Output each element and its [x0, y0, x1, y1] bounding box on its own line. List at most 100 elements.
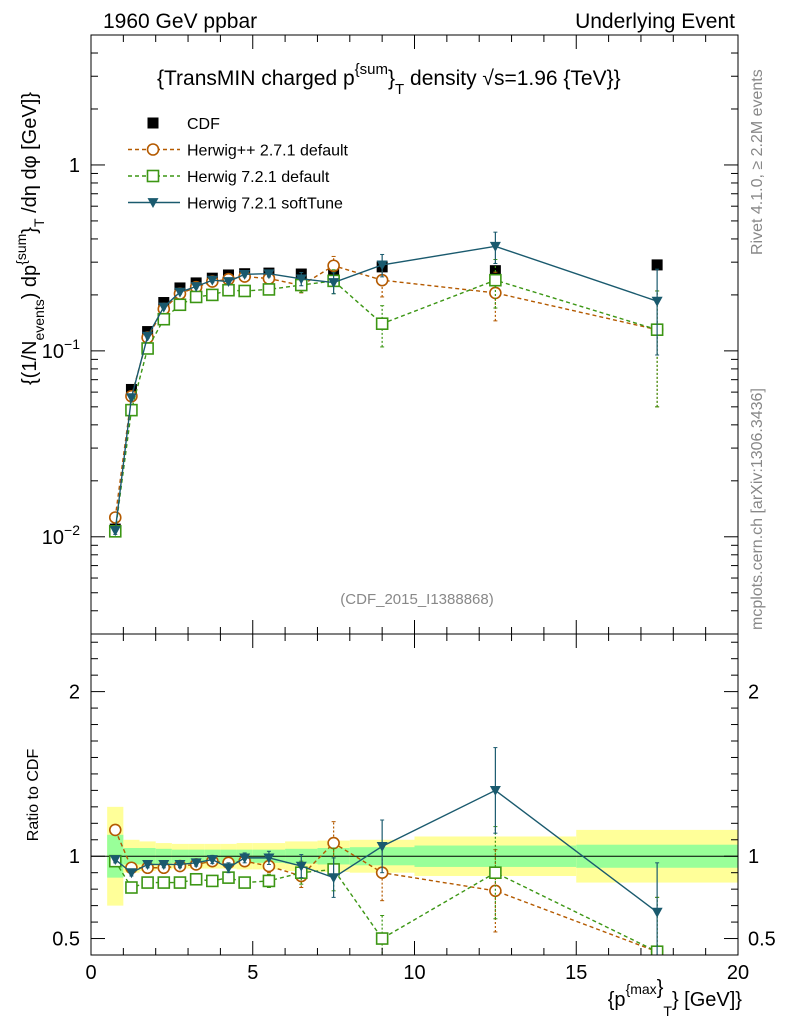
y-tick-label: 1: [69, 846, 80, 868]
y-tick-label-right: 2: [748, 682, 759, 704]
data-point: [489, 273, 502, 287]
data-point: [109, 855, 121, 866]
data-point: [375, 317, 389, 331]
data-point: [489, 286, 502, 300]
y-tick-label-base: 10: [42, 341, 64, 363]
series-line: [114, 279, 658, 532]
y-tick-label-exp: −1: [64, 336, 80, 352]
main-plot-area: [108, 231, 664, 538]
xlabel-part: } [GeV]}: [672, 989, 742, 1011]
data-point: [125, 393, 137, 404]
legend-label: CDF: [187, 116, 220, 133]
data-point: [147, 198, 159, 208]
data-point: [174, 287, 186, 298]
y-tick-label-right: 0.5: [748, 929, 776, 951]
ylabel-part: /dη dφ [GeV]}: [19, 92, 41, 219]
data-point: [142, 860, 154, 870]
legend-item: Herwig++ 2.7.1 default: [128, 143, 349, 160]
data-point: [125, 403, 138, 417]
data-point: [108, 511, 122, 524]
data-point: [327, 259, 340, 273]
data-point: [206, 874, 219, 888]
data-point: [489, 866, 502, 879]
data-point: [125, 868, 137, 879]
ratio-series-line: [114, 829, 658, 953]
data-point: [147, 117, 159, 129]
data-point: [173, 298, 187, 312]
data-point: [157, 876, 171, 889]
data-point: [222, 863, 234, 874]
ylabel-part: {(1/N: [19, 341, 41, 385]
y-axis-label: {(1/Nevents) dp{sum}T /dη dφ [GeV]}: [13, 92, 47, 385]
data-point: [125, 881, 138, 894]
x-tick-label: 15: [565, 962, 587, 984]
y-tick-label: 2: [69, 682, 80, 704]
x-tick-label: 10: [403, 962, 425, 984]
data-point: [263, 269, 275, 280]
ylabel-part: T: [31, 218, 47, 227]
title-part: T: [395, 81, 404, 98]
ylabel-part: {sum: [13, 234, 29, 265]
data-point: [651, 296, 663, 307]
data-point: [125, 383, 137, 395]
data-point: [174, 860, 186, 870]
data-point: [189, 872, 203, 886]
data-point: [222, 277, 234, 288]
x-axis-label: {p{max} T} [GeV]}: [608, 977, 743, 1019]
main-panel: 10−210−11 {TransMIN charged p{sum}T dens…: [13, 34, 739, 635]
data-point: [141, 342, 154, 355]
data-point: [262, 874, 276, 888]
data-point: [142, 331, 154, 342]
x-tick-label: 5: [247, 962, 258, 984]
legend-label: Herwig 7.2.1 default: [187, 169, 330, 186]
data-point: [206, 288, 219, 302]
data-point: [141, 876, 154, 889]
data-point: [238, 876, 251, 889]
y-tick-label: 1: [69, 155, 80, 177]
data-point: [262, 283, 276, 296]
ylabel-part: }: [19, 227, 41, 234]
data-point: [489, 785, 501, 796]
xlabel-part: {p: [608, 989, 626, 1011]
data-point: [222, 871, 235, 884]
ratio-plot-area: [91, 747, 738, 955]
ratio-panel: 0 5 10 15 20 0.5 0.5 1 1 2 2 Ratio to CDF {p{max} T…: [25, 633, 776, 1019]
data-point: [206, 275, 218, 286]
data-point: [376, 841, 388, 852]
data-point: [190, 858, 202, 869]
y-tick-label: 0.5: [52, 929, 80, 951]
series-herwig-7-2-1-default: [108, 259, 664, 538]
title-part: s=1.96 {TeV}}: [494, 67, 621, 90]
data-point: [375, 932, 389, 945]
title-part: {sum: [355, 61, 388, 78]
data-point: [489, 241, 501, 252]
title-part: √: [482, 67, 494, 90]
chart-title: {TransMIN charged p{sum}T density √s=1.9…: [157, 61, 621, 98]
data-point: [239, 269, 251, 280]
y-tick-label-right: 1: [748, 846, 759, 868]
y-tick-label-exp: −2: [64, 522, 80, 538]
legend-label: Herwig 7.2.1 softTune: [187, 196, 343, 213]
data-point: [327, 836, 340, 850]
data-point: [189, 290, 203, 304]
ratio-series-herwig-7-2-1-softtune: [109, 747, 663, 955]
title-part: }: [388, 67, 395, 90]
x-tick-label: 0: [85, 962, 96, 984]
header-right: Underlying Event: [575, 10, 735, 33]
data-point: [238, 284, 251, 298]
data-point: [146, 169, 160, 183]
legend-label: Herwig++ 2.7.1 default: [187, 143, 349, 160]
xlabel-part: {max: [626, 981, 657, 997]
ylabel-part: events: [31, 299, 47, 340]
xlabel-part: }: [657, 977, 664, 999]
y-tick-label: 10−2: [42, 522, 80, 549]
data-point: [158, 297, 170, 309]
data-point: [376, 260, 388, 271]
data-point: [146, 143, 160, 156]
data-point: [157, 312, 171, 326]
y-tick-label: 10−1: [42, 336, 80, 363]
data-point: [328, 278, 340, 289]
y-tick-label-base: 10: [42, 527, 64, 549]
mcplots-label: mcplots.cern.ch [arXiv:1306.3436]: [749, 388, 766, 630]
